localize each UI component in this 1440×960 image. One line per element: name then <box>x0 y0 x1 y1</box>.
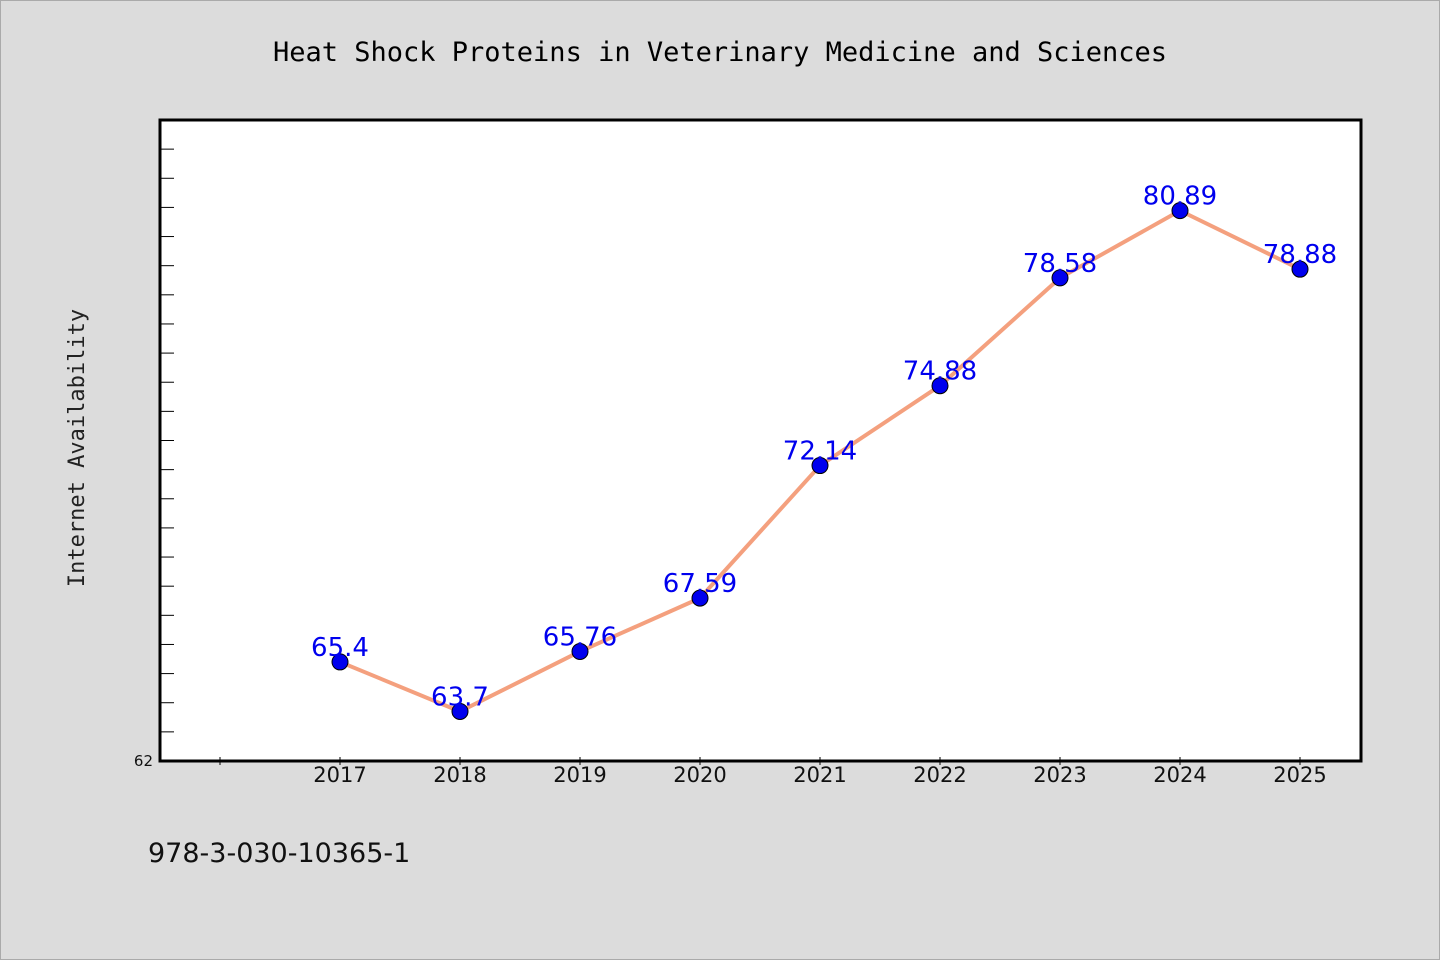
plot-area <box>158 118 1363 763</box>
chart-title: Heat Shock Proteins in Veterinary Medici… <box>273 37 1167 68</box>
data-point <box>811 457 829 475</box>
data-point <box>691 589 709 607</box>
data-label: 80.89 <box>1143 182 1217 212</box>
x-tick-label: 2017 <box>313 763 366 787</box>
x-tick-label: 2022 <box>913 763 966 787</box>
data-point <box>451 702 469 720</box>
x-axis-ticks: 2017 2018 2019 2020 2021 2022 2023 2024 2025 <box>219 757 1327 787</box>
data-label: 65.76 <box>543 622 617 652</box>
data-label: 74.88 <box>903 357 977 387</box>
data-label: 78.88 <box>1263 240 1337 270</box>
y-tick-label-min: 62 <box>134 752 153 770</box>
data-point <box>571 642 589 660</box>
data-label: 72.14 <box>783 437 857 467</box>
y-axis-ticks <box>160 148 174 733</box>
isbn-footer: 978-3-030-10365-1 <box>148 838 410 869</box>
data-point <box>1291 260 1309 278</box>
x-tick-label: 2021 <box>793 763 846 787</box>
y-axis-label: Internet Availability <box>65 309 90 587</box>
x-tick-label: 2025 <box>1273 763 1326 787</box>
data-point <box>1051 269 1069 287</box>
data-point <box>931 377 949 395</box>
data-point <box>331 653 349 671</box>
data-label: 63.7 <box>431 682 489 712</box>
x-tick-label: 2018 <box>433 763 486 787</box>
x-tick-label: 2019 <box>553 763 606 787</box>
data-label: 67.59 <box>663 569 737 599</box>
data-markers <box>331 202 1309 720</box>
data-label: 78.58 <box>1023 249 1097 279</box>
data-label: 65.4 <box>311 633 369 663</box>
x-tick-label: 2024 <box>1153 763 1206 787</box>
data-point <box>1171 202 1189 220</box>
data-labels: 65.4 63.7 65.76 67.59 72.14 74.88 78.58 80.89 78… <box>311 182 1337 713</box>
x-tick-label: 2020 <box>673 763 726 787</box>
x-tick-label: 2023 <box>1033 763 1086 787</box>
